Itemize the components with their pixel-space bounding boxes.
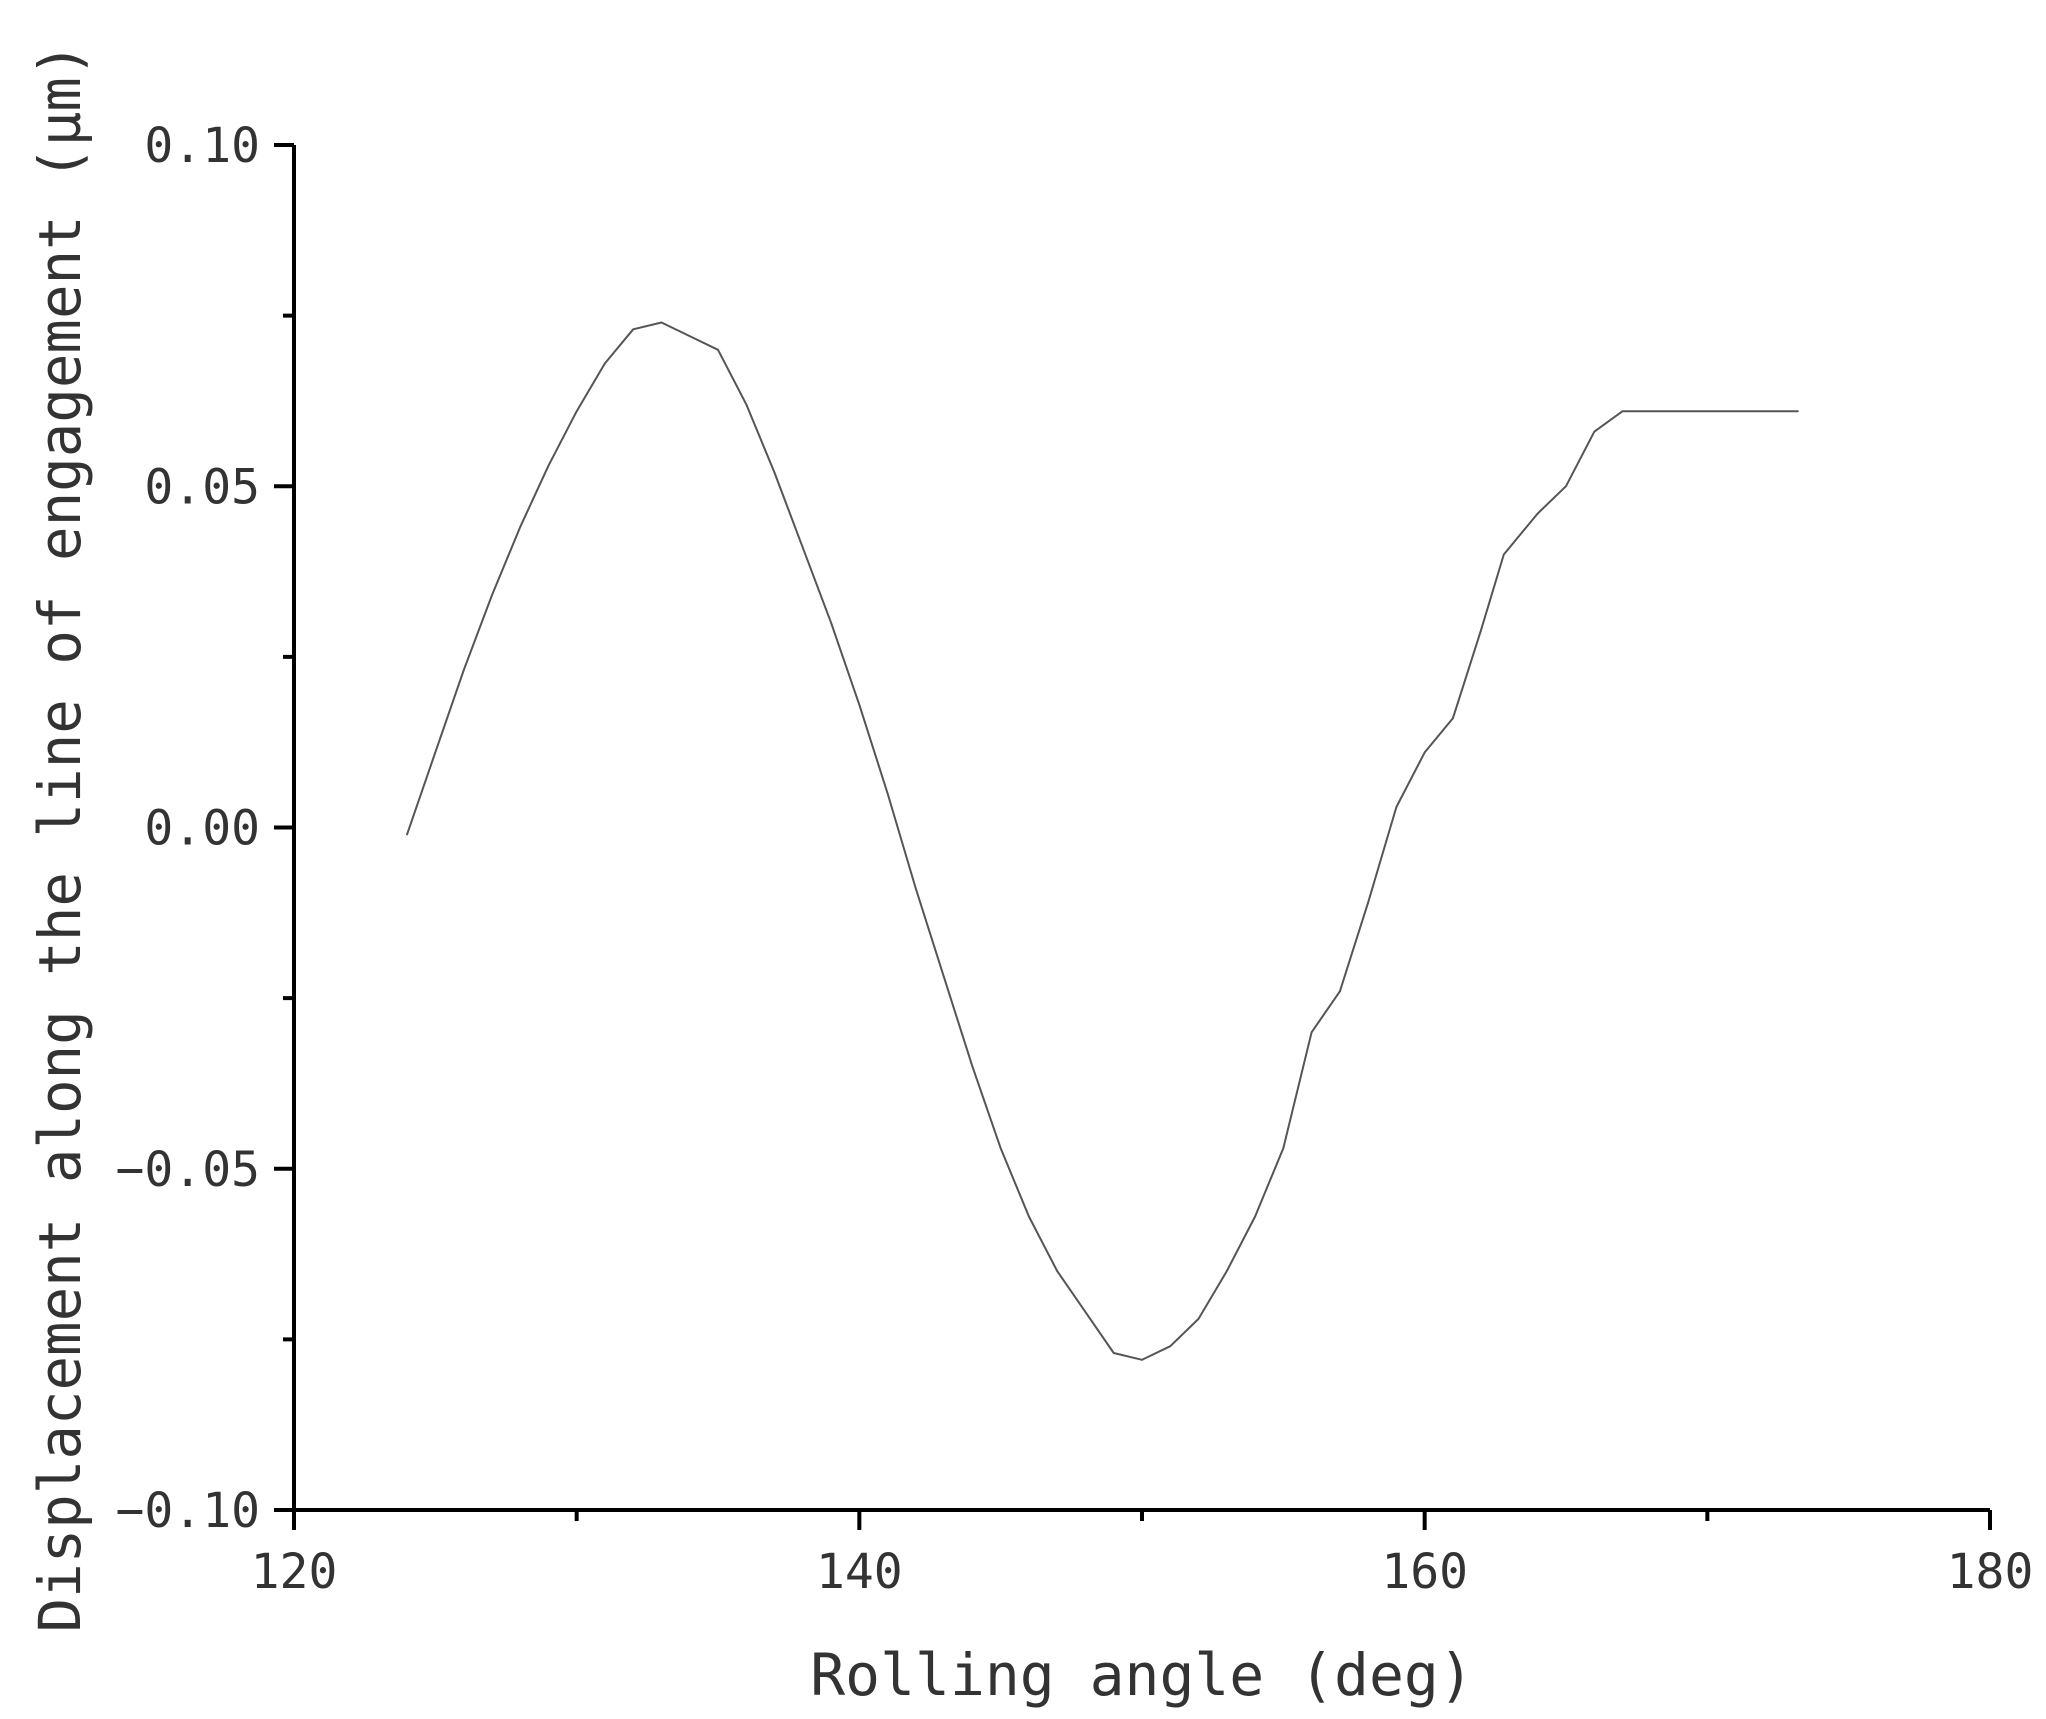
series-line <box>406 321 1799 1361</box>
data-point <box>1226 1270 1228 1272</box>
data-point <box>406 833 408 836</box>
data-point <box>745 403 748 406</box>
data-point <box>1621 410 1624 412</box>
data-point <box>1112 1352 1115 1354</box>
data-point <box>802 546 804 549</box>
data-point <box>462 669 465 672</box>
data-point <box>717 348 719 351</box>
data-point <box>1503 553 1505 556</box>
data-point <box>1712 410 1714 412</box>
data-point <box>1282 1147 1285 1150</box>
data-point <box>971 1065 974 1068</box>
data-point <box>519 526 521 528</box>
data-point <box>1339 990 1341 993</box>
data-point <box>1780 410 1782 412</box>
data-point <box>1254 1215 1256 1218</box>
x-axis-title: Rolling angle (deg) <box>810 1641 1473 1709</box>
data-point <box>830 621 832 624</box>
data-point <box>943 976 945 979</box>
data-point <box>547 464 550 467</box>
y-axis-title: Displacement along the line of engagemen… <box>26 43 94 1633</box>
x-tick-label: 140 <box>816 1544 903 1600</box>
data-point <box>999 1147 1002 1150</box>
data-point <box>1678 410 1680 412</box>
data-point <box>604 362 606 365</box>
data-point <box>915 888 917 890</box>
data-point <box>491 594 493 597</box>
axes <box>274 143 1992 1530</box>
data-point <box>688 335 691 337</box>
data-point <box>1480 628 1482 631</box>
data-point <box>1395 806 1398 808</box>
data-point <box>1565 485 1567 488</box>
data-point <box>1796 410 1799 412</box>
data-point <box>1028 1215 1030 1218</box>
data-point <box>1310 1031 1313 1034</box>
series-layer <box>406 321 1799 1361</box>
data-point <box>1593 430 1596 433</box>
x-tick-label: 160 <box>1381 1544 1468 1600</box>
data-point <box>1655 410 1658 412</box>
y-tick-label: 0.00 <box>144 801 260 857</box>
data-point <box>1452 717 1454 720</box>
y-tick-label: 0.05 <box>144 459 260 515</box>
y-tick-label: −0.10 <box>116 1483 261 1539</box>
data-point <box>1056 1270 1058 1272</box>
data-point <box>1748 410 1751 412</box>
data-point <box>1423 751 1426 754</box>
x-tick-label: 120 <box>251 1544 338 1600</box>
data-point <box>575 410 578 412</box>
data-point <box>632 328 634 331</box>
data-point <box>886 792 889 795</box>
x-tick-label: 180 <box>1947 1544 2034 1600</box>
y-tick-label: −0.05 <box>116 1142 261 1198</box>
data-point <box>1141 1359 1143 1361</box>
data-point <box>1197 1318 1200 1320</box>
labels-layer: 120 140 160 180 −0.10 −0.05 0.00 0.05 0.10 Rollin… <box>26 43 2033 1710</box>
data-point <box>1169 1345 1172 1347</box>
data-point <box>1084 1311 1087 1313</box>
data-point <box>773 471 776 474</box>
data-point <box>660 321 663 324</box>
data-point <box>434 751 437 754</box>
data-point <box>1536 512 1539 515</box>
data-point <box>1367 901 1369 904</box>
data-point <box>858 703 861 706</box>
y-tick-label: 0.10 <box>144 118 260 174</box>
